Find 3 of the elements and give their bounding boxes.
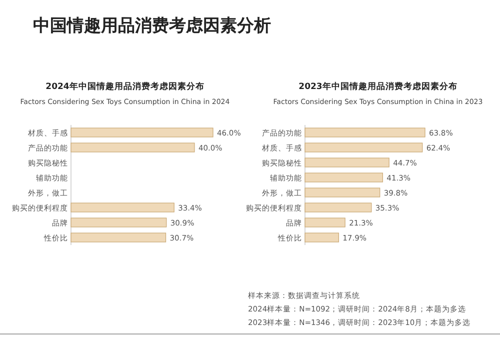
chart-title: 2024年中国情趣用品消费考虑因素分布 xyxy=(46,81,204,92)
text: 中国情趣用品消费考虑因素分析 xyxy=(33,16,271,36)
chart-title: 2023年中国情趣用品消费考虑因素分布 xyxy=(298,81,458,92)
